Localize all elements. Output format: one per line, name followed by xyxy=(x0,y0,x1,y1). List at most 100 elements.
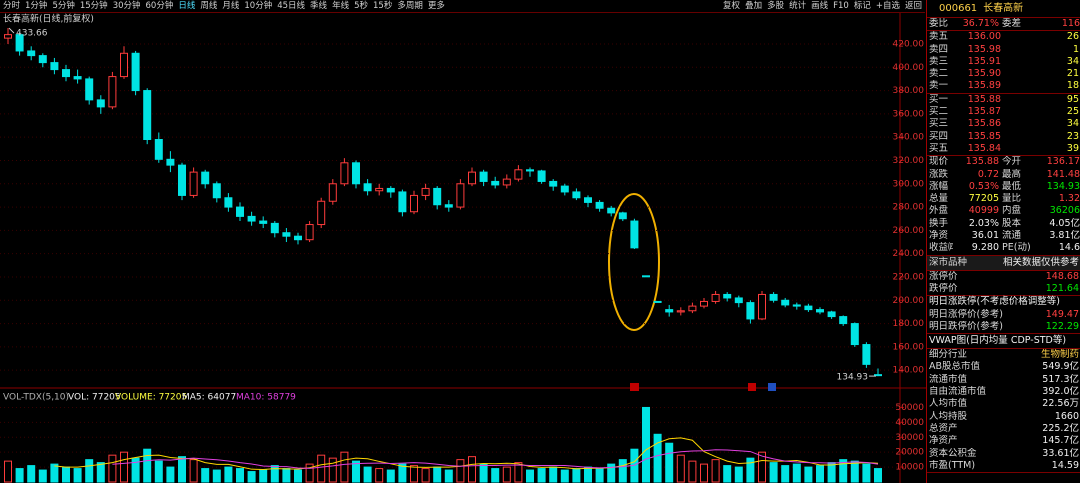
cell: 相关数据仅供参考 xyxy=(1002,256,1079,268)
period-tab[interactable]: 5分钟 xyxy=(52,1,75,11)
candle-body xyxy=(27,50,36,57)
cell: 122.29 xyxy=(1045,320,1079,332)
cell: 121.64 xyxy=(1045,282,1079,294)
candle-body xyxy=(769,293,778,301)
volume-bar xyxy=(386,469,395,483)
tool-button[interactable]: 多股 xyxy=(767,1,785,11)
volume-bar xyxy=(236,468,244,483)
stock-code: 000661 xyxy=(939,3,978,14)
cell: 最高 xyxy=(1002,168,1022,180)
cell: 0.72 xyxy=(977,168,999,180)
y-tick-label: 10000 xyxy=(895,463,924,473)
market-row: 深市品种 相关数据仅供参考 xyxy=(927,255,1080,271)
candle-body xyxy=(201,171,210,185)
period-tab[interactable]: 周线 xyxy=(200,1,218,11)
cell: 136.00 xyxy=(967,31,1001,43)
volume-bar xyxy=(456,459,465,483)
period-tab[interactable]: 45日线 xyxy=(277,1,306,11)
candle-body xyxy=(294,235,302,241)
volume-bar xyxy=(839,459,848,483)
max-pointer xyxy=(8,27,15,34)
candle-body xyxy=(120,52,128,78)
candle-body xyxy=(340,162,349,185)
candle-body xyxy=(444,204,453,208)
volume-bar xyxy=(282,468,291,483)
cell: 34 xyxy=(1066,118,1079,130)
cell: 总资产 xyxy=(929,422,958,434)
volume-bar xyxy=(340,451,349,483)
tool-button[interactable]: 复权 xyxy=(723,1,741,11)
candle-body xyxy=(154,138,163,160)
cell: 自由流通市值 xyxy=(929,386,987,398)
cell: 买一 xyxy=(929,93,949,105)
volume-bar xyxy=(769,462,778,483)
candle-body xyxy=(468,171,476,185)
cell: 549.9亿 xyxy=(1042,361,1079,373)
period-tab[interactable]: 季线 xyxy=(310,1,328,11)
period-tab[interactable]: 60分钟 xyxy=(145,1,174,11)
cell: 现价 xyxy=(929,156,949,168)
stock-name: 长春高新 xyxy=(983,3,1024,14)
tool-buttons: 复权 叠加 多股 统计 画线 F10 标记 +自选 返回 xyxy=(720,0,925,12)
tool-button[interactable]: 返回 xyxy=(904,1,922,11)
limit-section: 涨停价 148.68 跌停价 121.64 xyxy=(927,271,1080,297)
vwap-link[interactable]: VWAP图(日内均量 CDP-STD等) xyxy=(927,334,1080,350)
period-tab[interactable]: 30分钟 xyxy=(112,1,141,11)
candle-body xyxy=(108,76,117,108)
bid-section: 买一 135.88 95 买二 135.87 25 买三 135.86 34 买四 135.85 23… xyxy=(927,93,1080,157)
cell: 净资 xyxy=(929,230,949,242)
period-tab[interactable]: 月线 xyxy=(222,1,240,11)
period-tab[interactable]: 分时 xyxy=(3,1,21,11)
volume-bar xyxy=(491,468,500,483)
tool-button[interactable]: F10 xyxy=(833,1,849,11)
candle-body xyxy=(4,34,12,39)
period-tab[interactable]: 日线 xyxy=(178,1,196,11)
cell: 36.01 xyxy=(971,230,999,242)
period-tab[interactable]: 10分钟 xyxy=(244,1,273,11)
volume-bar xyxy=(85,459,94,483)
period-tab[interactable]: 年线 xyxy=(332,1,350,11)
tool-button[interactable]: 标记 xyxy=(853,1,871,11)
period-tab[interactable]: 1分钟 xyxy=(25,1,48,11)
cell: 卖二 xyxy=(929,68,949,80)
max-label: 433.66 xyxy=(16,29,48,39)
cell: 36206 xyxy=(1049,205,1080,217)
cell: 135.85 xyxy=(967,130,1001,142)
volume-bar xyxy=(15,468,24,483)
period-tab[interactable]: 5秒 xyxy=(354,1,368,11)
volume-bar xyxy=(734,466,743,483)
period-tab[interactable]: 15秒 xyxy=(373,1,393,11)
period-tab[interactable]: 更多 xyxy=(427,1,445,11)
candle-body xyxy=(526,169,534,172)
volume-bar xyxy=(676,454,685,483)
y-tick-label: 140.00 xyxy=(893,366,925,376)
tool-button[interactable]: 叠加 xyxy=(745,1,763,11)
profile-row: 人均持股 1660 xyxy=(927,411,1080,423)
cell: 135.90 xyxy=(967,68,1001,80)
volume-bar xyxy=(874,468,882,483)
y-tick-label: 280.00 xyxy=(893,203,925,213)
volume-bar xyxy=(700,463,708,483)
cell: 净资产 xyxy=(929,435,958,447)
tool-button[interactable]: +自选 xyxy=(875,1,900,11)
cell: 135.88 xyxy=(967,93,1001,105)
cell: 135.91 xyxy=(967,55,1001,67)
period-tab[interactable]: 多周期 xyxy=(397,1,423,11)
y-tick-label: 300.00 xyxy=(893,179,925,189)
period-tab[interactable]: 15分钟 xyxy=(79,1,108,11)
cell: 33.61亿 xyxy=(1042,447,1079,459)
volume-bar xyxy=(27,465,36,483)
candle-body xyxy=(421,187,430,196)
event-marker xyxy=(630,383,639,391)
chart: 长春高新(日线,前复权) 140.00 160.00 180.00 200.00 220… xyxy=(0,12,926,483)
candle-body xyxy=(584,197,592,203)
cell: 22.56万 xyxy=(1042,398,1079,410)
tool-button[interactable]: 统计 xyxy=(789,1,807,11)
volume-bar xyxy=(560,469,569,483)
volume-bar xyxy=(584,466,592,483)
volume-bar xyxy=(143,448,152,483)
tool-button[interactable]: 画线 xyxy=(811,1,829,11)
volume-bar xyxy=(375,468,384,483)
candle-body xyxy=(595,201,604,209)
volume-bar xyxy=(154,460,163,483)
